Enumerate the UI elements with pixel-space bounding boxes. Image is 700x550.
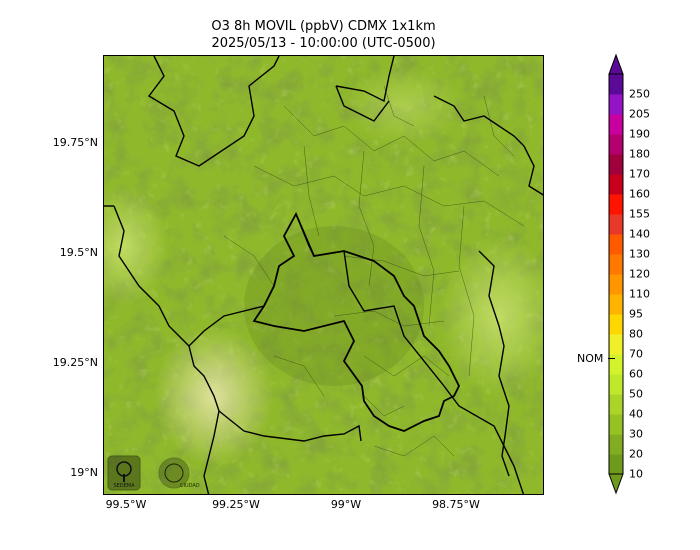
lat-tick-label: 19.25°N: [52, 356, 98, 369]
colorbar-tick-label: 170: [629, 167, 650, 181]
colorbar-segment: [609, 454, 623, 475]
colorbar-tick-label: 60: [629, 367, 643, 381]
colorbar-tick-label: 110: [629, 287, 650, 301]
low-ozone-zone-north: [344, 66, 464, 146]
colorbar-tick-label: 10: [629, 467, 643, 481]
colorbar-tick-label: 50: [629, 387, 643, 401]
colorbar-segment: [609, 214, 623, 235]
municipality-boundaries: [223, 85, 525, 457]
colorbar-segment: [609, 414, 623, 435]
lon-tick-label: 99°W: [330, 498, 362, 511]
map-title: O3 8h MOVIL (ppbV) CDMX 1x1km: [211, 19, 436, 34]
lon-tick-label: 98.75°W: [432, 498, 480, 511]
colorbar-segment: [609, 154, 623, 175]
nom-tick-mark: [608, 358, 615, 359]
ozone-concentration-surface: SEDEMA CIUDAD: [104, 56, 543, 494]
low-ozone-zone-west: [104, 186, 169, 306]
colorbar-tick-label: 95: [629, 307, 643, 321]
colorbar-segment: [609, 274, 623, 295]
colorbar-segment: [609, 194, 623, 215]
colorbar-segment: [609, 94, 623, 115]
lon-tick-label: 99.25°W: [212, 498, 260, 511]
ciudad-de-mexico-logo: CIUDAD: [158, 457, 200, 489]
cdmx-boundary: [252, 211, 461, 432]
map-timestamp: 2025/05/13 - 10:00:00 (UTC-0500): [211, 36, 436, 51]
colorbar-tick-label: 80: [629, 327, 643, 341]
colorbar-tick-label: 70: [629, 347, 643, 361]
colorbar-tick-label: 120: [629, 267, 650, 281]
colorbar-segment: [609, 114, 623, 135]
colorbar-tick-label: 190: [629, 127, 650, 141]
colorbar-segment: [609, 74, 623, 95]
colorbar-tick-label: 20: [629, 447, 643, 461]
colorbar-segment: [609, 134, 623, 155]
lat-tick-label: 19°N: [70, 466, 98, 479]
colorbar-segment: [609, 354, 623, 375]
higher-ozone-zone-center: [244, 226, 424, 386]
colorbar-segment: [609, 174, 623, 195]
colorbar-min-arrow: [608, 473, 624, 495]
lat-tick-label: 19.75°N: [52, 136, 98, 149]
map-logos: SEDEMA CIUDAD: [107, 455, 200, 491]
colorbar-segment: [609, 294, 623, 315]
nom-label: NOM: [577, 352, 604, 365]
colorbar-tick-label: 180: [629, 147, 650, 161]
colorbar-tick-label: 130: [629, 247, 650, 261]
colorbar-segment: [609, 334, 623, 355]
lat-tick-label: 19.5°N: [59, 246, 98, 259]
lon-tick-label: 99.5°W: [105, 498, 147, 511]
colorbar-tick-label: 155: [629, 207, 650, 221]
colorbar-segment: [609, 434, 623, 455]
ozone-map: SEDEMA CIUDAD: [103, 55, 544, 495]
colorbar-segment: [609, 314, 623, 335]
colorbar-segment: [609, 234, 623, 255]
colorbar-tick-label: 140: [629, 227, 650, 241]
colorbar-tick-label: 30: [629, 427, 643, 441]
low-ozone-zone-east: [439, 236, 543, 396]
colorbar-tick-label: 160: [629, 187, 650, 201]
colorbar-tick-label: 205: [629, 107, 650, 121]
sedema-logo: SEDEMA: [107, 455, 141, 491]
svg-text:CIUDAD: CIUDAD: [180, 483, 200, 489]
colorbar-outline: [608, 73, 624, 475]
colorbar-segment: [609, 254, 623, 275]
colorbar-segment: [609, 394, 623, 415]
colorbar-segment: [609, 374, 623, 395]
colorbar-tick-label: 250: [629, 87, 650, 101]
svg-text:SEDEMA: SEDEMA: [113, 483, 135, 489]
colorbar-tick-label: 40: [629, 407, 643, 421]
colorbar-max-arrow: [608, 53, 624, 75]
